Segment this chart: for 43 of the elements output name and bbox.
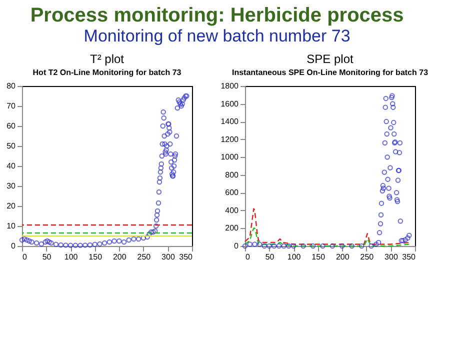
x-tick-label: 350 xyxy=(402,252,416,262)
chart-title: Instantaneous SPE On-Line Monitoring for batch 73 xyxy=(232,68,429,77)
y-tick-label: 1000 xyxy=(220,152,240,162)
x-tick-label: 200 xyxy=(336,252,350,262)
x-tick-label: 150 xyxy=(88,252,103,262)
y-tick-label: 40 xyxy=(6,162,16,170)
y-tick-label: 1600 xyxy=(220,99,240,108)
y-tick-label: 50 xyxy=(6,142,16,150)
x-tick-label: 100 xyxy=(64,252,78,262)
y-tick-label: 600 xyxy=(225,188,240,198)
text: Process monitoring: Herbicide process xyxy=(30,4,404,26)
y-tick-label: 400 xyxy=(225,206,240,215)
line-series xyxy=(244,208,411,245)
x-tick-label: 250 xyxy=(360,252,374,262)
x-tick-label: 300 xyxy=(384,252,398,262)
y-tick-label: 60 xyxy=(6,122,16,130)
x-tick-label: 300 xyxy=(162,252,176,262)
x-tick-label: 350 xyxy=(179,252,194,262)
text: Monitoring of new batch number 73 xyxy=(84,26,350,46)
y-tick-label: 70 xyxy=(6,102,16,110)
y-tick-label: 20 xyxy=(6,202,16,210)
x-tick-label: 50 xyxy=(42,252,52,262)
y-tick-label: 10 xyxy=(6,222,16,230)
x-tick-label: 100 xyxy=(287,252,302,262)
y-tick-label: 0 xyxy=(234,242,240,250)
chart-subtitle: T² plot xyxy=(90,52,125,66)
y-tick-label: 30 xyxy=(6,182,16,190)
y-tick-label: 0 xyxy=(11,242,16,250)
y-tick-label: 1400 xyxy=(220,117,240,126)
y-tick-label: 800 xyxy=(225,170,240,180)
x-tick-label: 250 xyxy=(137,252,152,262)
x-tick-label: 50 xyxy=(265,252,275,262)
line-series xyxy=(244,228,411,247)
chart-title: Hot T2 On-Line Monitoring for batch 73 xyxy=(32,68,182,77)
y-tick-label: 80 xyxy=(6,82,16,90)
x-tick-label: 0 xyxy=(246,252,250,262)
y-tick-label: 200 xyxy=(225,224,240,233)
y-tick-label: 1800 xyxy=(220,82,240,90)
y-tick-label: 1200 xyxy=(220,134,240,144)
chart-subtitle: SPE plot xyxy=(306,52,354,66)
x-tick-label: 150 xyxy=(312,252,326,262)
x-tick-label: 0 xyxy=(22,252,28,262)
x-tick-label: 200 xyxy=(112,252,127,262)
